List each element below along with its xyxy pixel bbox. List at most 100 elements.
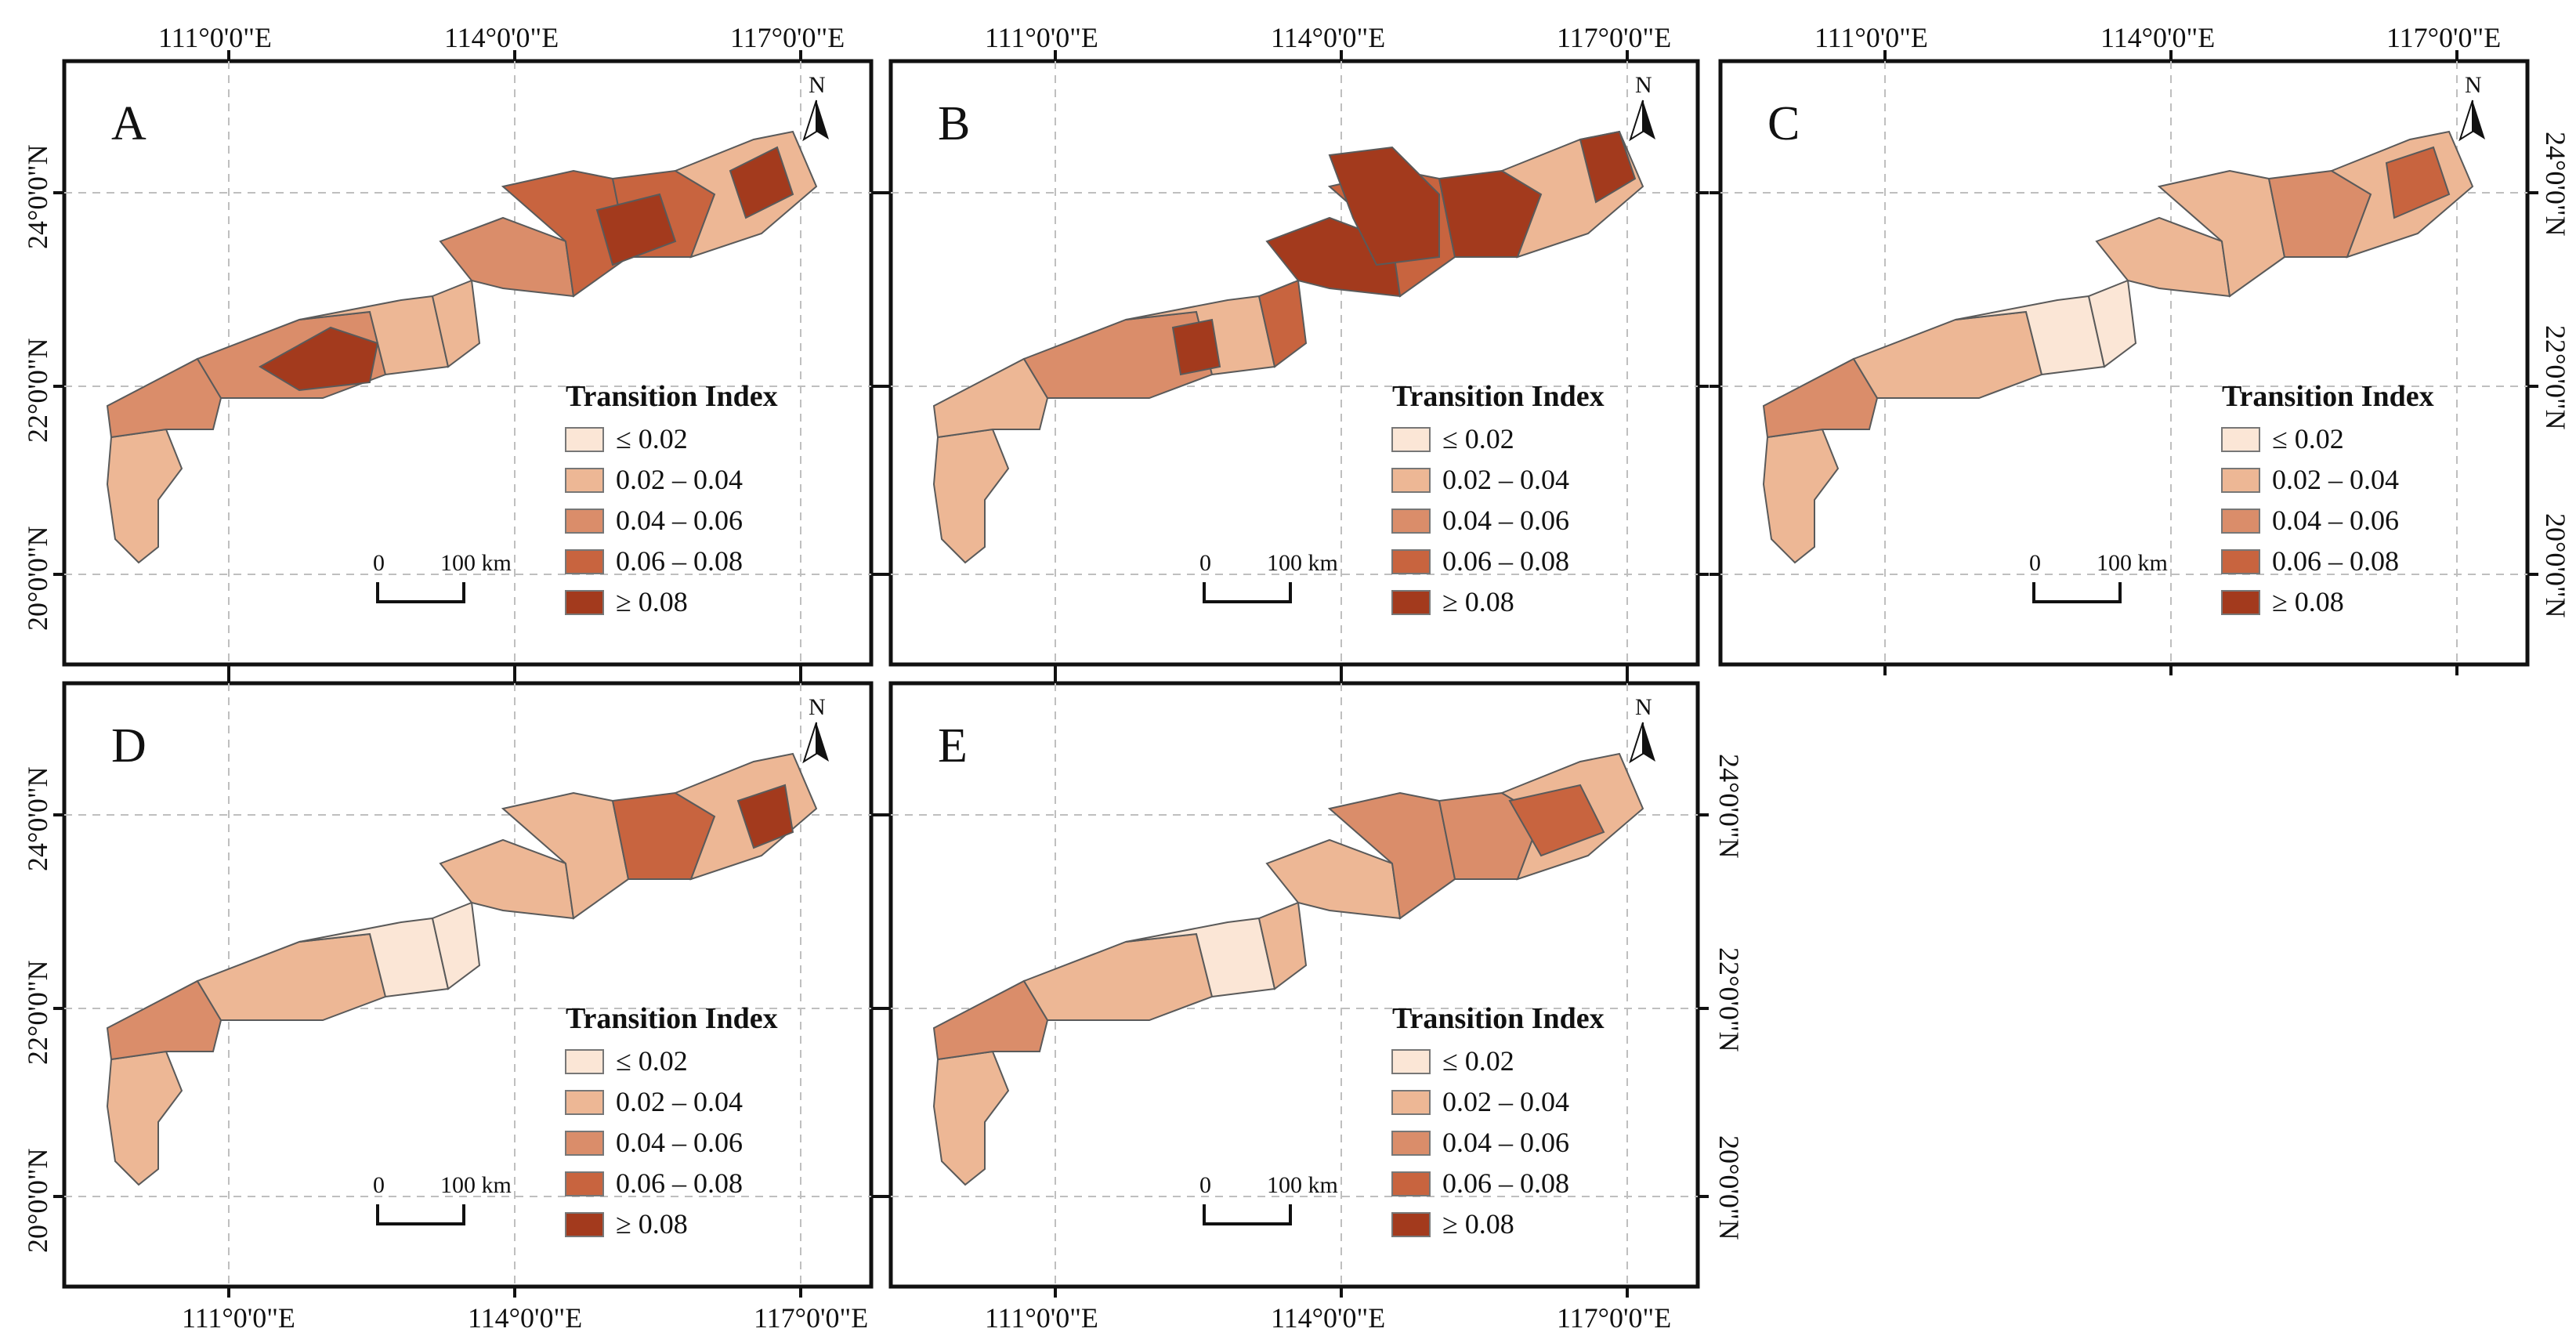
legend-swatch-1 <box>2221 427 2260 452</box>
scale-end-label: 100 km <box>2097 550 2168 576</box>
scale-bar: 0 100 km <box>2029 550 2168 603</box>
scale-end-label: 100 km <box>440 1172 512 1198</box>
lat-label-d-20: 20°0'0"N <box>22 1148 53 1253</box>
cluster-west <box>1171 318 1221 376</box>
legend-swatch-4 <box>1391 1171 1431 1196</box>
region-jiangmen <box>1257 901 1308 990</box>
panel-letter: B <box>938 97 970 150</box>
legend-swatch-4 <box>2221 549 2260 574</box>
legend-title: Transition Index <box>1392 1002 1605 1035</box>
cluster-west <box>259 326 379 392</box>
legend-label-1: ≤ 0.02 <box>616 423 688 454</box>
legend-swatch-3 <box>565 1131 604 1156</box>
north-arrow-icon <box>816 722 829 762</box>
lat-label-c-22: 22°0'0"N <box>2540 325 2571 430</box>
legend-swatch-3 <box>565 509 604 534</box>
scale-start-label: 0 <box>373 1172 385 1198</box>
lon-label-b-111: 111°0'0"E <box>985 22 1098 53</box>
cluster-east <box>2385 146 2451 219</box>
map-panel-d: D N 0 100 km Transition Index ≤ 0.02 0.0… <box>53 672 882 1298</box>
lon-label-e-117: 117°0'0"E <box>1557 1302 1671 1334</box>
lat-label-e-20: 20°0'0"N <box>1713 1135 1745 1240</box>
legend-swatch-2 <box>565 468 604 493</box>
region-jiangmen <box>431 901 481 990</box>
legend-label-2: 0.02 – 0.04 <box>616 464 743 495</box>
scale-start-label: 0 <box>1199 550 1211 576</box>
legend-title: Transition Index <box>566 1002 778 1035</box>
legend-swatch-1 <box>565 427 604 452</box>
panel-letter: C <box>1767 97 1800 150</box>
high-index-cluster <box>1171 130 1637 376</box>
north-label: N <box>809 694 826 720</box>
high-index-cluster <box>2385 146 2451 219</box>
legend-label-3: 0.04 – 0.06 <box>616 1127 743 1158</box>
north-arrow-icon <box>2473 100 2485 139</box>
legend: Transition Index ≤ 0.02 0.02 – 0.04 0.04… <box>565 380 778 617</box>
legend-swatch-2 <box>565 1090 604 1115</box>
legend-swatch-3 <box>1391 509 1431 534</box>
lat-label-c-24: 24°0'0"N <box>2540 132 2571 237</box>
bottom-axis-labels: 111°0'0"E 114°0'0"E 117°0'0"E 111°0'0"E … <box>182 1302 1671 1334</box>
lat-label-a-20: 20°0'0"N <box>22 526 53 631</box>
cluster-center <box>1328 146 1440 266</box>
map-panel-b: B N 0 100 km Transition Index ≤ 0.02 0.0… <box>880 50 1709 675</box>
lon-label-d-117: 117°0'0"E <box>754 1302 868 1334</box>
panel-letter: A <box>111 97 147 150</box>
scale-bar: 0 100 km <box>1199 550 1338 603</box>
lon-label-c-111: 111°0'0"E <box>1814 22 1928 53</box>
north-label: N <box>1635 72 1652 98</box>
map-panel-a: A N 0 100 km Transition Index ≤ 0.02 0.0… <box>53 50 882 675</box>
north-arrow: N <box>802 72 829 142</box>
region-jiangmen <box>431 279 481 368</box>
legend-label-5: ≥ 0.08 <box>1442 586 1514 617</box>
cluster-center <box>595 193 677 266</box>
legend-swatch-5 <box>2221 590 2260 615</box>
legend-swatch-1 <box>565 1049 604 1074</box>
legend-swatch-4 <box>565 1171 604 1196</box>
left-axis-labels: 24°0'0"N 22°0'0"N 20°0'0"N 24°0'0"N 22°0… <box>22 144 53 1253</box>
legend-swatch-1 <box>1391 1049 1431 1074</box>
lon-label-c-117: 117°0'0"E <box>2386 22 2501 53</box>
map-panel-e: E N 0 100 km Transition Index ≤ 0.02 0.0… <box>880 672 1709 1298</box>
legend-swatch-5 <box>1391 1212 1431 1237</box>
lat-label-c-20: 20°0'0"N <box>2540 513 2571 618</box>
region-leizhou <box>106 1050 183 1186</box>
legend-label-5: ≥ 0.08 <box>616 586 688 617</box>
cluster-east <box>1579 130 1637 204</box>
lon-label-e-111: 111°0'0"E <box>985 1302 1098 1334</box>
region-jiangmen <box>1257 279 1308 368</box>
lon-label-a-117: 117°0'0"E <box>730 22 845 53</box>
legend-label-2: 0.02 – 0.04 <box>616 1086 743 1117</box>
scale-bar: 0 100 km <box>1199 1172 1338 1225</box>
legend-label-4: 0.06 – 0.08 <box>2272 545 2399 577</box>
legend: Transition Index ≤ 0.02 0.02 – 0.04 0.04… <box>1391 380 1605 617</box>
high-index-cluster <box>259 146 794 392</box>
panel-letter: E <box>938 719 968 773</box>
legend-swatch-5 <box>1391 590 1431 615</box>
legend-label-3: 0.04 – 0.06 <box>616 505 743 536</box>
lat-label-e-22: 22°0'0"N <box>1713 947 1745 1052</box>
legend-label-4: 0.06 – 0.08 <box>616 545 743 577</box>
legend: Transition Index ≤ 0.02 0.02 – 0.04 0.04… <box>565 1002 778 1240</box>
top-axis-labels: 111°0'0"E 114°0'0"E 117°0'0"E 111°0'0"E … <box>158 22 2501 53</box>
legend-label-3: 0.04 – 0.06 <box>1442 505 1569 536</box>
north-label: N <box>1635 694 1652 720</box>
legend-swatch-3 <box>1391 1131 1431 1156</box>
region-leizhou <box>1762 428 1840 564</box>
north-arrow: N <box>1629 694 1655 764</box>
legend-swatch-2 <box>1391 468 1431 493</box>
legend-title: Transition Index <box>1392 380 1605 413</box>
lat-label-d-24: 24°0'0"N <box>22 766 53 871</box>
legend-label-1: ≤ 0.02 <box>1442 1045 1514 1077</box>
scale-start-label: 0 <box>2029 550 2041 576</box>
lat-label-d-22: 22°0'0"N <box>22 960 53 1065</box>
cluster-east <box>736 784 794 849</box>
legend-swatch-2 <box>2221 468 2260 493</box>
legend-label-4: 0.06 – 0.08 <box>1442 1167 1569 1199</box>
cluster-east <box>729 146 794 219</box>
legend-label-3: 0.04 – 0.06 <box>1442 1127 1569 1158</box>
lat-label-a-22: 22°0'0"N <box>22 338 53 443</box>
legend-swatch-5 <box>565 590 604 615</box>
lon-label-b-117: 117°0'0"E <box>1557 22 1671 53</box>
